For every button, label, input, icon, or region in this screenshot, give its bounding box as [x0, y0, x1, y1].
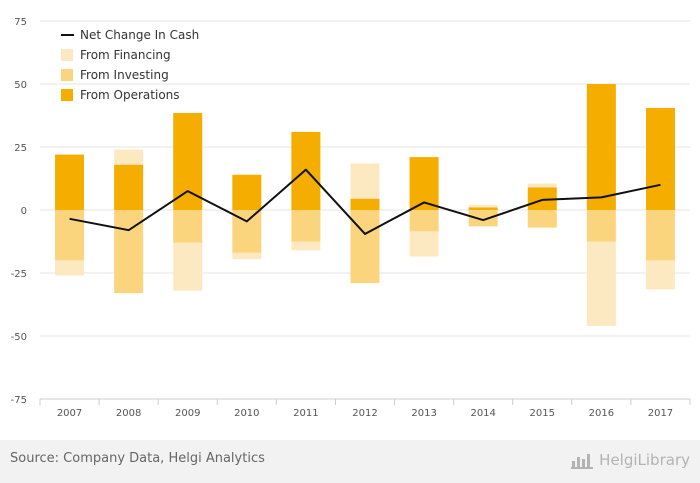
- bar-from-investing: [586, 210, 616, 242]
- x-tick-label: 2012: [352, 408, 377, 419]
- x-tick-label: 2016: [589, 408, 614, 419]
- brand-name: HelgiLibrary: [599, 451, 690, 469]
- bar-from-operations: [645, 107, 675, 210]
- brand[interactable]: HelgiLibrary: [571, 449, 690, 471]
- bar-from-operations: [55, 154, 85, 210]
- legend-swatch: [61, 69, 73, 81]
- x-tick-label: 2009: [175, 408, 200, 419]
- net-change-line: [69, 168, 661, 235]
- bar-from-financing: [291, 241, 321, 251]
- bar-from-investing: [291, 210, 321, 242]
- x-tick-label: 2013: [411, 408, 436, 419]
- bar-from-operations: [409, 157, 439, 210]
- x-tick-label: 2011: [293, 408, 318, 419]
- bar-from-financing: [645, 260, 675, 290]
- x-tick-label: 2015: [530, 408, 555, 419]
- y-tick-label: -75: [11, 395, 27, 406]
- x-tick-label: 2008: [116, 408, 141, 419]
- bar-from-financing: [468, 204, 498, 208]
- bar-from-operations: [350, 198, 380, 210]
- source-note: Source: Company Data, Helgi Analytics: [10, 451, 265, 466]
- x-tick-label: 2014: [470, 408, 495, 419]
- legend-label: From Operations: [80, 88, 180, 102]
- y-tick-label: 25: [14, 143, 27, 154]
- y-tick-label: 50: [14, 80, 27, 91]
- bar-from-investing: [55, 210, 85, 261]
- y-tick-label: 75: [14, 17, 27, 28]
- y-tick-label: -50: [11, 332, 27, 343]
- y-tick-label: -25: [11, 269, 27, 280]
- cash-flow-chart: -75 -50 -25 0 25 50 75 2007 2008 2009 2010 2011 2012…: [11, 17, 691, 419]
- footer: Source: Company Data, Helgi Analytics He…: [0, 440, 700, 483]
- bar-from-financing: [114, 149, 144, 165]
- bar-from-operations: [232, 174, 262, 210]
- legend-label: From Financing: [80, 48, 171, 62]
- bar-from-investing: [173, 210, 203, 243]
- bar-from-investing: [468, 210, 498, 227]
- bar-from-financing: [173, 242, 203, 291]
- x-tick-label: 2017: [648, 408, 673, 419]
- bar-from-investing: [645, 210, 675, 261]
- bar-from-investing: [350, 210, 380, 284]
- bar-from-operations: [114, 164, 144, 210]
- bar-from-financing: [232, 252, 262, 260]
- y-tick-label: 0: [21, 206, 27, 217]
- bar-from-financing: [527, 183, 557, 188]
- bar-from-financing: [350, 163, 380, 199]
- helgi-logo-icon: [571, 454, 594, 469]
- x-tick-label: 2007: [57, 408, 82, 419]
- bar-from-operations: [527, 187, 557, 210]
- bar-from-investing: [527, 210, 557, 228]
- chart-area: -75 -50 -25 0 25 50 75 2007 2008 2009 2010 2011 2012…: [11, 17, 691, 419]
- bar-from-financing: [409, 231, 439, 257]
- bar-from-financing: [55, 260, 85, 276]
- bar-from-financing: [586, 241, 616, 326]
- bar-from-operations: [173, 112, 203, 210]
- legend-label: From Investing: [80, 68, 169, 82]
- legend-label: Net Change In Cash: [80, 28, 199, 42]
- bar-from-operations: [468, 207, 498, 210]
- bar-from-operations: [586, 84, 616, 210]
- bar-from-investing: [409, 210, 439, 232]
- legend-swatch: [61, 89, 73, 101]
- legend-swatch: [61, 49, 73, 61]
- x-tick-label: 2010: [234, 408, 259, 419]
